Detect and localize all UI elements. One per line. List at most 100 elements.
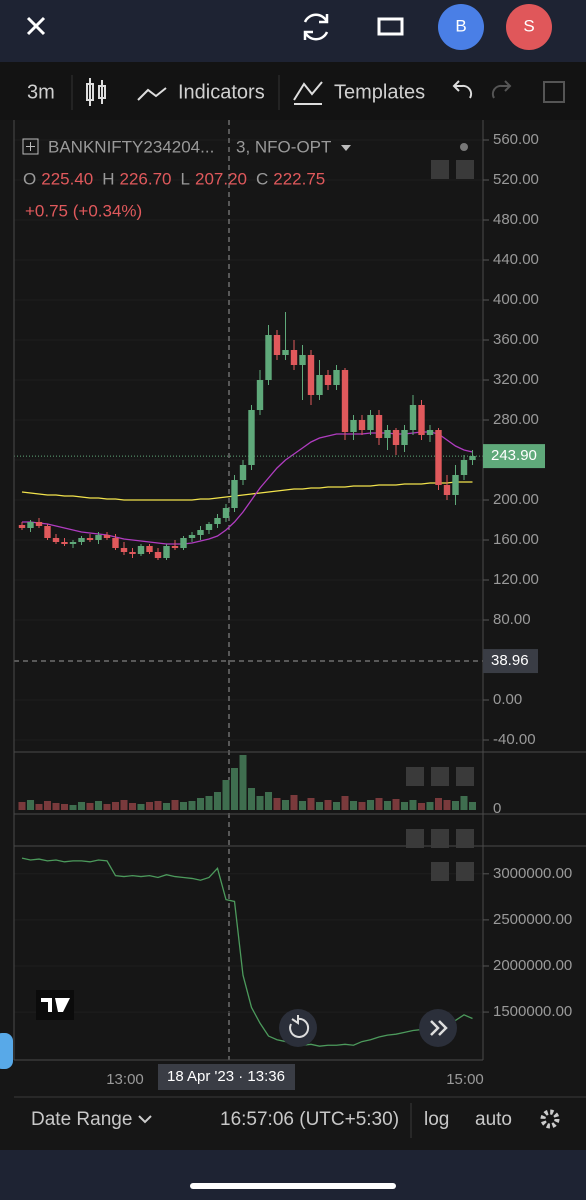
y-tick-label: 0.00	[493, 691, 522, 708]
candle-body	[163, 546, 170, 558]
ohlc-value: 225.40	[41, 169, 93, 188]
resolution: 3, NFO-OPT	[236, 137, 331, 156]
expand-icon[interactable]	[22, 138, 39, 155]
candle-body	[384, 430, 391, 438]
volume-bar	[341, 796, 349, 810]
moving-average	[21, 481, 473, 501]
pane-buttons	[406, 160, 474, 881]
y-tick-label: 320.00	[493, 371, 539, 388]
crosshair-time-label: 18 Apr '23 · 13:36	[167, 1068, 285, 1085]
candle-body	[231, 480, 238, 508]
y-tick-label: 3000000.00	[493, 865, 572, 882]
crosshair-price-box	[483, 649, 538, 674]
candle-body	[103, 535, 111, 538]
plot	[14, 120, 483, 1060]
candle-body	[18, 525, 26, 528]
volume-axis-label: 0	[493, 800, 501, 817]
top-bar	[0, 0, 586, 62]
volume-bar	[35, 804, 43, 810]
interval-button[interactable]: 3m	[27, 81, 55, 103]
volume-bar	[384, 801, 391, 810]
avatar[interactable]	[506, 4, 552, 50]
log-button[interactable]: log	[424, 1109, 449, 1130]
candle-body	[197, 530, 204, 535]
candle-body	[307, 355, 315, 395]
templates-icon	[293, 81, 323, 105]
indicator-line	[21, 857, 473, 1047]
candle-body	[214, 518, 221, 524]
candle-body	[95, 535, 102, 540]
volume-bar	[154, 801, 162, 810]
volume-bar	[350, 801, 357, 810]
volume-bar	[146, 802, 153, 810]
y-tick-label: 160.00	[493, 531, 539, 548]
undo-button[interactable]	[452, 80, 473, 99]
volume-bar	[129, 803, 136, 810]
volume-bar	[95, 801, 102, 810]
candle-body	[409, 405, 417, 430]
indicators-button[interactable]: Indicators	[178, 81, 265, 103]
candle-body	[222, 508, 230, 518]
side-tab[interactable]	[0, 1033, 13, 1069]
chart-type-button[interactable]	[86, 78, 106, 106]
volume-bar	[214, 792, 221, 810]
candle-body	[401, 430, 408, 445]
date-range-button[interactable]: Date Range	[31, 1109, 132, 1130]
volume-bar	[316, 802, 323, 810]
x-tick-label: 15:00	[446, 1071, 484, 1088]
candle-body	[358, 420, 366, 430]
redo-button	[491, 80, 512, 99]
volume-bar	[222, 780, 230, 810]
avatar-letter: B	[455, 16, 466, 35]
ohlc-value: 226.70	[120, 169, 172, 188]
volume-bar	[307, 798, 315, 810]
fullscreen-button[interactable]	[377, 17, 404, 36]
volume-bar	[61, 804, 68, 810]
volume-bar	[265, 792, 272, 810]
candle-body	[282, 350, 289, 355]
avatar[interactable]	[438, 4, 484, 50]
y-tick-label: 120.00	[493, 571, 539, 588]
volume-bar	[137, 804, 145, 810]
volume-bar	[460, 796, 468, 810]
candle-body	[350, 420, 357, 432]
y-tick-label: 280.00	[493, 411, 539, 428]
symbol[interactable]: BANKNIFTY234204...	[48, 137, 214, 156]
avatar-letter: S	[523, 16, 534, 35]
volume-bar	[469, 802, 476, 810]
candle-body	[443, 485, 451, 495]
candle-body	[324, 375, 332, 385]
candle-body	[78, 538, 85, 542]
candle-body	[392, 430, 400, 445]
ohlc-key: C	[256, 169, 268, 188]
candle-body	[299, 355, 306, 365]
candle-body	[171, 546, 179, 548]
y-tick-label: 360.00	[493, 331, 539, 348]
candle-body	[112, 538, 119, 548]
y-tick-label: 2000000.00	[493, 957, 572, 974]
save-button	[543, 81, 565, 103]
dropdown-arrow[interactable]	[341, 145, 351, 151]
auto-button[interactable]: auto	[475, 1109, 512, 1130]
volume-bar	[239, 755, 247, 810]
volume-bar	[44, 801, 51, 810]
reset-button[interactable]	[279, 1009, 317, 1047]
volume-bar	[367, 800, 374, 810]
candle-body	[27, 522, 34, 528]
volume-bar	[443, 800, 451, 810]
volume-bar	[324, 800, 332, 810]
volume-bar	[205, 796, 213, 810]
settings-button[interactable]	[540, 1109, 560, 1129]
volume-bar	[256, 796, 264, 810]
refresh-button[interactable]	[303, 13, 329, 41]
volume-bar	[392, 799, 400, 810]
candle-body	[137, 546, 145, 554]
ohlc-key: O	[23, 169, 36, 188]
templates-button[interactable]: Templates	[334, 81, 425, 103]
home-area	[0, 1150, 586, 1200]
expand-icon	[26, 142, 35, 151]
close-button[interactable]	[26, 16, 46, 36]
volume-bar	[171, 800, 179, 810]
y-tick-label: 400.00	[493, 291, 539, 308]
